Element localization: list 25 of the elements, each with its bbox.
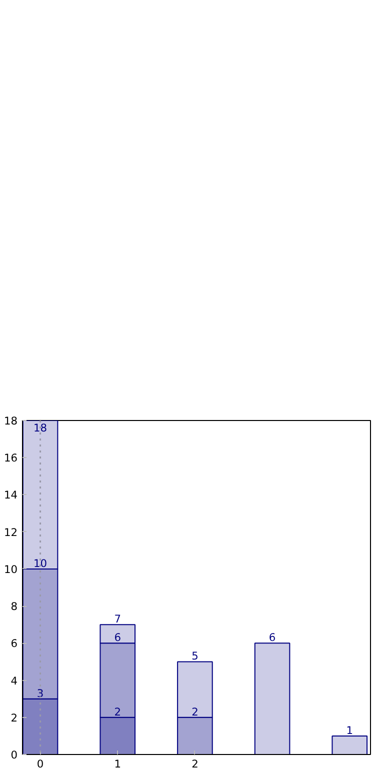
y-tick-label: 10	[4, 562, 18, 576]
annotation: 6	[268, 631, 276, 644]
annotation: 7	[114, 612, 122, 626]
y-tick-label: 6	[10, 637, 18, 650]
y-tick-label: 4	[10, 674, 18, 688]
annotation: 10	[34, 556, 48, 570]
annotation: 6	[114, 631, 122, 644]
x-tick-label: 2	[192, 758, 198, 770]
y-tick-label: 2	[10, 711, 18, 724]
annotation: 2	[192, 705, 198, 718]
y-tick-label: 18	[4, 414, 18, 428]
bar	[332, 735, 368, 754]
y-tick-label: 16	[4, 452, 18, 465]
x-tick-label: 1	[114, 758, 122, 770]
annotation: 1	[346, 724, 354, 737]
y-tick-label: 14	[4, 488, 18, 502]
bar	[254, 642, 290, 754]
annotation: 5	[192, 650, 198, 663]
annotation: 2	[114, 705, 122, 718]
y-tick-label: 8	[10, 600, 18, 614]
x-tick-label: 0	[36, 758, 44, 770]
y-tick-label: 0	[10, 748, 18, 762]
annotation: 3	[36, 686, 44, 700]
annotation: 18	[34, 422, 48, 434]
y-tick-label: 12	[4, 526, 18, 539]
